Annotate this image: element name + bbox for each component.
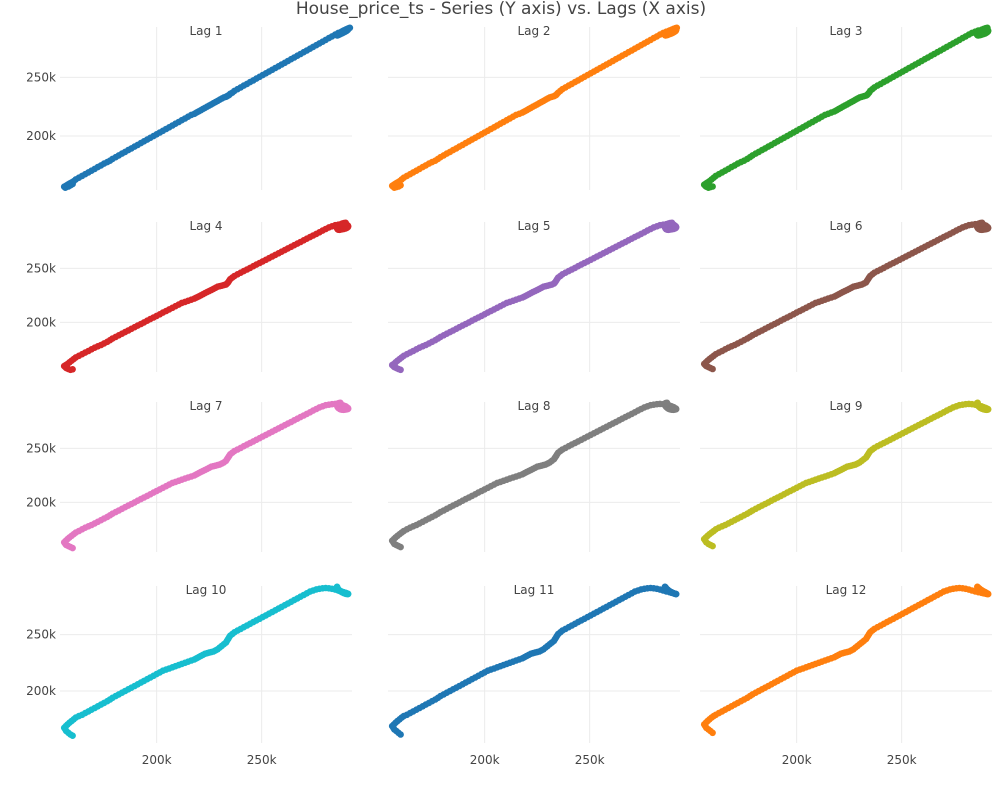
y-tick-label: 200k [26, 684, 56, 698]
scatter-point [974, 399, 981, 407]
lag-panel-9: Lag 9 [700, 399, 992, 552]
y-tick-label: 200k [26, 129, 56, 143]
y-tick-label: 250k [26, 628, 56, 642]
panel-title-lag-11: Lag 11 [514, 583, 555, 597]
scatter-point [974, 583, 981, 591]
x-tick-label: 200k [142, 753, 172, 767]
panel-title-lag-1: Lag 1 [189, 24, 222, 38]
lag-panel-11: Lag 11 [388, 583, 680, 743]
panel-title-lag-10: Lag 10 [186, 583, 227, 597]
panel-title-lag-2: Lag 2 [517, 24, 550, 38]
x-tick-label: 200k [470, 753, 500, 767]
scatter-point [668, 219, 676, 227]
scatter-point [978, 219, 986, 227]
lag-panel-2: Lag 2 [388, 24, 681, 191]
x-tick-label: 250k [575, 753, 605, 767]
lag-panel-7: Lag 7 200k 250k [26, 399, 352, 552]
y-tick-label: 250k [26, 70, 56, 84]
x-tick-label: 200k [782, 753, 812, 767]
panel-title-lag-9: Lag 9 [829, 399, 862, 413]
x-tick-label: 250k [247, 753, 277, 767]
lag-panel-8: Lag 8 [388, 399, 680, 552]
scatter-point [984, 24, 991, 32]
lag-panel-10: Lag 10 200k 250k [26, 583, 352, 743]
y-tick-label: 200k [26, 495, 56, 509]
scatter-point [346, 24, 354, 32]
panel-title-lag-4: Lag 4 [189, 219, 222, 233]
panel-title-lag-12: Lag 12 [826, 583, 867, 597]
lag-panel-6: Lag 6 [700, 219, 992, 373]
lag-panel-4: Lag 4 200k 250k [26, 219, 352, 374]
y-tick-label: 250k [26, 441, 56, 455]
scatter-point [337, 399, 344, 407]
y-tick-label: 250k [26, 261, 56, 275]
lag-panel-12: Lag 12 [700, 583, 992, 743]
lag-panel-3: Lag 3 [700, 24, 992, 191]
y-tick-label: 200k [26, 315, 56, 329]
scatter-point [342, 219, 350, 227]
x-tick-label: 250k [887, 753, 917, 767]
panel-title-lag-5: Lag 5 [517, 219, 550, 233]
scatter-point [673, 24, 681, 32]
panel-title-lag-7: Lag 7 [189, 399, 222, 413]
chart-title: House_price_ts - Series (Y axis) vs. Lag… [296, 0, 706, 19]
scatter-point [663, 399, 671, 407]
x-axis-tick-labels: 200k 250k 200k 250k 200k 250k [142, 753, 917, 767]
lag-panel-1: Lag 1 200k 250k [26, 24, 354, 191]
scatter-point [333, 583, 341, 591]
lag-panel-5: Lag 5 [388, 219, 680, 374]
scatter-point [661, 583, 669, 591]
panel-title-lag-8: Lag 8 [517, 399, 550, 413]
panel-title-lag-6: Lag 6 [829, 219, 862, 233]
panel-title-lag-3: Lag 3 [829, 24, 862, 38]
